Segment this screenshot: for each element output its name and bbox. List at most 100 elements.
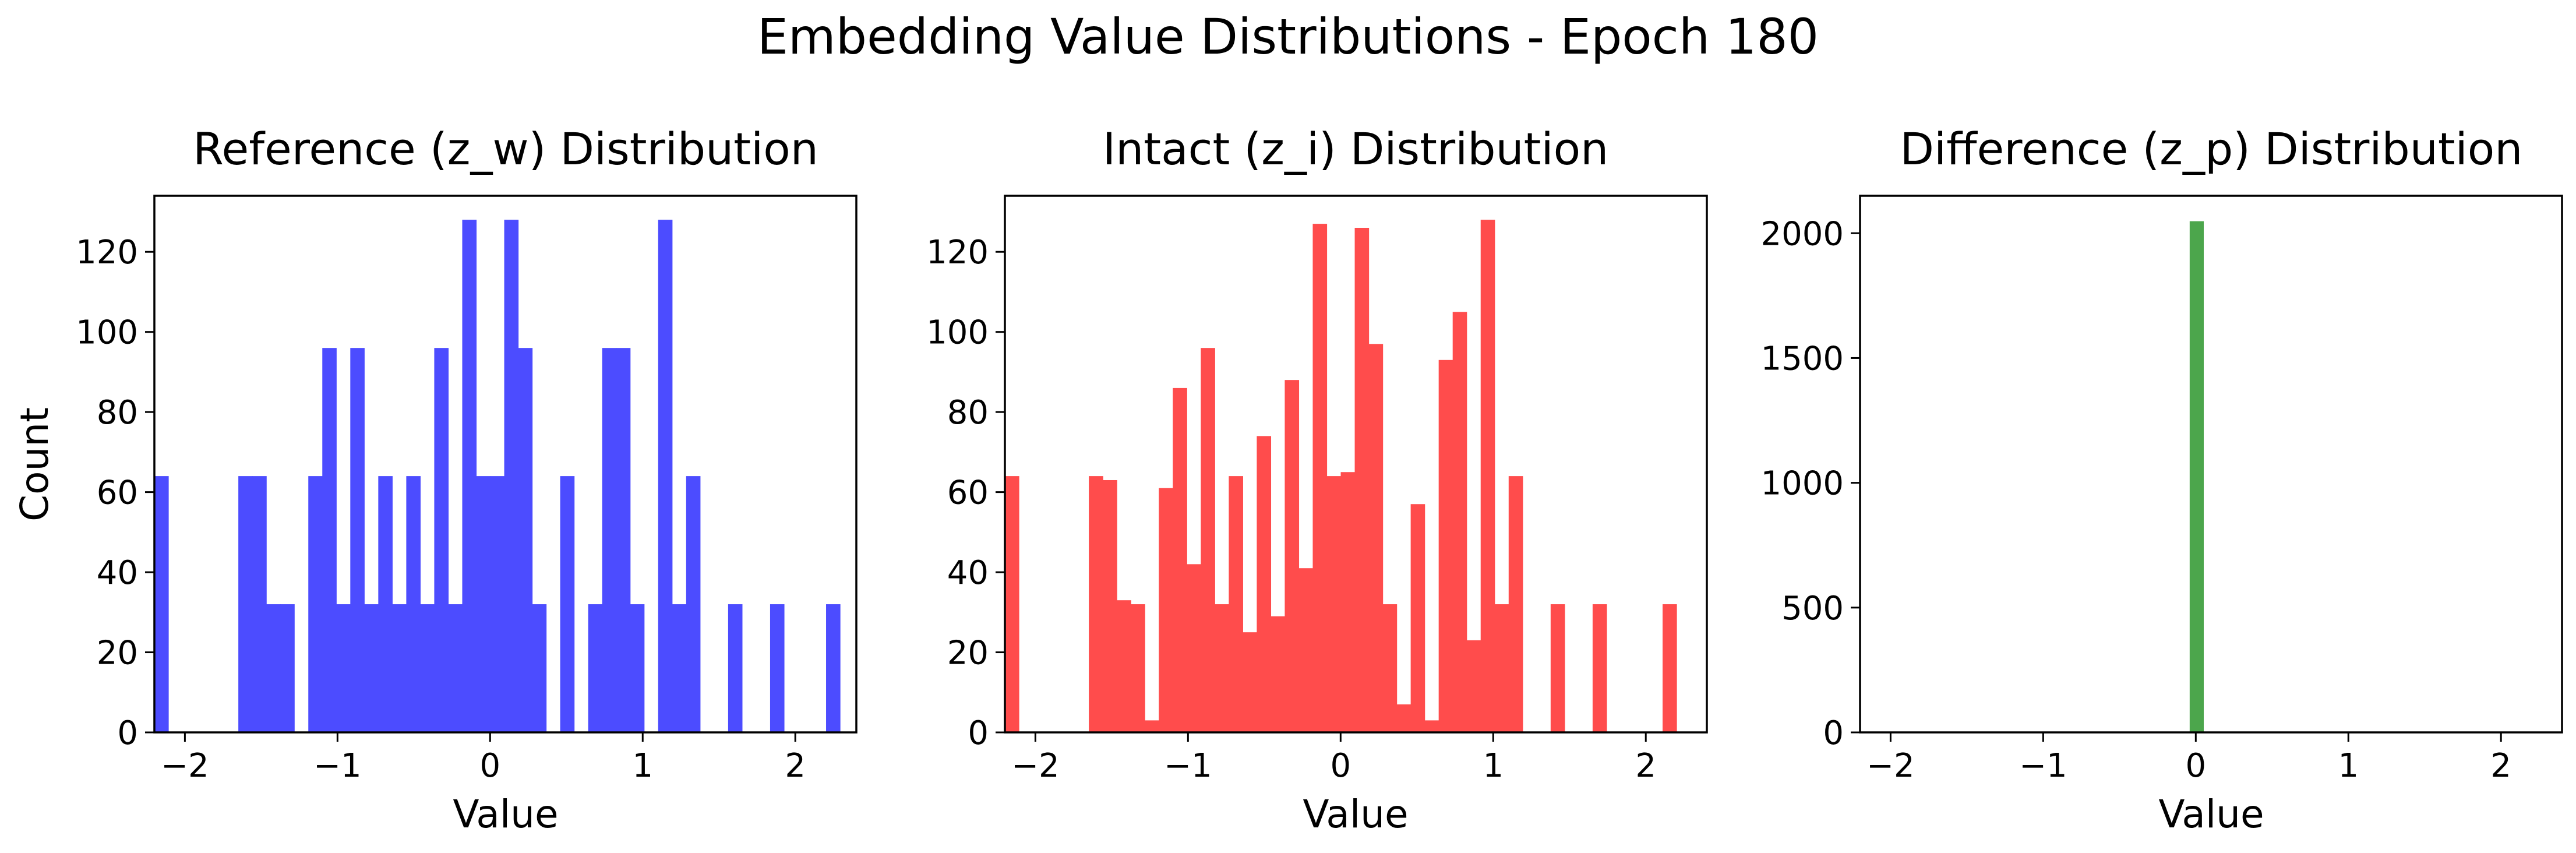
histogram-bar: [1312, 224, 1328, 732]
panel-reference: Reference (z_w) Distribution −2 −1 0 1 20204…: [12, 123, 858, 837]
histogram-bar: [686, 476, 701, 732]
histogram-bar: [1494, 604, 1509, 732]
histogram-bar: [364, 604, 379, 732]
histogram-bar: [826, 604, 841, 732]
x-tick-label: 0: [1330, 747, 1351, 785]
x-tick-label: −1: [2019, 747, 2067, 785]
histogram-bar: [1424, 720, 1439, 732]
histogram-bar: [336, 604, 351, 732]
histogram-bar: [1592, 604, 1607, 732]
y-tick-label: 40: [947, 554, 989, 592]
x-tick-label: −2: [1866, 747, 1915, 785]
y-tick-label: 40: [97, 554, 138, 592]
histogram-bars: [154, 220, 841, 732]
y-tick-label: 20: [947, 635, 989, 672]
x-tick-label: −2: [161, 747, 209, 785]
figure-title: Embedding Value Distributions - Epoch 18…: [757, 8, 1819, 65]
histogram-bar: [448, 604, 463, 732]
panel-difference: Difference (z_p) Distribution −2 −1 0 1 2 0 50…: [1760, 123, 2563, 837]
histogram-bar: [518, 348, 533, 732]
histogram-bar: [1663, 604, 1677, 732]
x-tick-label: −2: [1011, 747, 1060, 785]
histogram-bar: [238, 476, 253, 732]
histogram-bar: [1466, 640, 1481, 732]
histogram-bar: [1340, 472, 1356, 732]
x-axis-label: Value: [2158, 792, 2264, 837]
histogram-bar: [462, 220, 477, 732]
histogram-bar: [266, 604, 281, 732]
histogram-bar: [532, 604, 547, 732]
y-tick-label: 1500: [1760, 340, 1844, 378]
y-tick-label: 100: [926, 314, 989, 352]
histogram-bar: [420, 604, 435, 732]
histogram-bar: [770, 604, 785, 732]
y-tick-label: 20: [97, 635, 138, 672]
y-tick-label: 60: [947, 474, 989, 512]
histogram-bar: [728, 604, 743, 732]
histogram-bar: [1285, 380, 1300, 732]
x-axis-label: Value: [1303, 792, 1408, 837]
y-tick-label: 2000: [1760, 215, 1844, 253]
x-tick-label: 2: [2490, 747, 2511, 785]
y-tick-label: 0: [968, 714, 989, 752]
y-tick-label: 0: [1823, 714, 1844, 752]
histogram-bar: [1438, 359, 1453, 732]
histogram-bar: [1145, 720, 1159, 732]
histogram-bar: [2189, 221, 2204, 732]
histogram-bar: [406, 476, 421, 732]
x-tick-label: 0: [2185, 747, 2206, 785]
axes-frame: [1004, 195, 1708, 734]
histogram-bar: [588, 604, 603, 732]
y-tick-label: 60: [97, 474, 138, 512]
histogram-bar: [392, 604, 407, 732]
histogram-bar: [1243, 632, 1257, 732]
y-tick-label: 1000: [1760, 465, 1844, 503]
panel-title: Reference (z_w) Distribution: [193, 123, 818, 175]
histogram-bar: [504, 220, 519, 732]
histogram-bar: [1005, 476, 1019, 732]
x-tick-label: 1: [632, 747, 653, 785]
histogram-bar: [1257, 436, 1272, 732]
y-tick-label: 500: [1781, 590, 1844, 628]
x-tick-label: 2: [1635, 747, 1656, 785]
histogram-bar: [1187, 564, 1201, 732]
histogram-bar: [1480, 220, 1495, 732]
histogram-bar: [1117, 600, 1131, 732]
y-tick-label: 100: [76, 314, 138, 352]
x-tick-label: 0: [479, 747, 500, 785]
histogram-bar: [1103, 480, 1117, 732]
histogram-bar: [1326, 476, 1342, 732]
x-tick-label: −1: [313, 747, 362, 785]
histogram-bar: [630, 604, 645, 732]
panel-title: Difference (z_p) Distribution: [1900, 123, 2523, 175]
x-tick-label: 1: [2338, 747, 2359, 785]
histogram-bar: [1131, 604, 1145, 732]
histogram-bar: [1201, 348, 1215, 732]
y-tick-label: 120: [926, 234, 989, 272]
histogram-bar: [1298, 568, 1314, 732]
histogram-bar: [1368, 344, 1384, 732]
histogram-bar: [154, 476, 169, 732]
histogram-bar: [602, 348, 617, 732]
x-tick-label: 2: [785, 747, 806, 785]
y-tick-label: 0: [117, 714, 138, 752]
histogram-bar: [1271, 616, 1286, 732]
histogram-bar: [1229, 476, 1243, 732]
panel-title: Intact (z_i) Distribution: [1103, 123, 1609, 175]
y-axis-label: Count: [12, 407, 57, 521]
histogram-bar: [308, 476, 323, 732]
histogram-bar: [350, 348, 365, 732]
axis-ticks: −2 −1 0 1 2 0 500 1000 1500 2000: [1760, 215, 2511, 785]
histogram-bar: [490, 476, 505, 732]
histogram-bar: [476, 476, 491, 732]
x-axis-label: Value: [453, 792, 558, 837]
panel-intact: Intact (z_i) Distribution −2 −1 0 1 20204060…: [926, 123, 1708, 837]
histogram-bar: [560, 476, 575, 732]
histogram-bar: [672, 604, 687, 732]
y-tick-label: 80: [97, 394, 138, 432]
histogram-bar: [280, 604, 295, 732]
histogram-bar: [322, 348, 337, 732]
